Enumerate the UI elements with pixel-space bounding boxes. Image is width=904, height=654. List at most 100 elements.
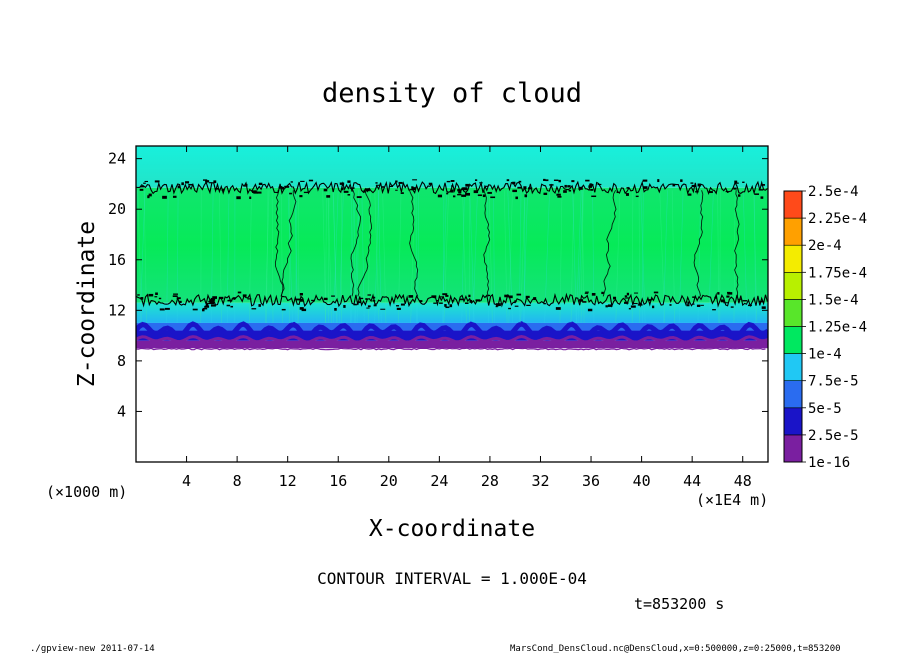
contour-speckle [495,305,498,308]
texture-streak [382,190,387,323]
contour-speckle [543,178,546,181]
contour-speckle [371,296,376,299]
contour-speckle [409,302,412,304]
x-tick-label: 12 [279,472,297,490]
colorbar-label: 2.5e-5 [808,428,859,444]
contour-speckle [642,186,648,189]
contour-speckle [648,299,651,302]
contour-speckle [139,188,144,191]
contour-speckle [526,304,531,307]
contour-speckle [144,180,149,183]
colorbar-label: 2e-4 [808,238,842,254]
contour-speckle [694,191,699,193]
contour-speckle [452,195,456,198]
field-band [136,187,768,303]
contour-speckle [579,299,584,302]
contour-speckle [556,193,561,196]
texture-streak [442,190,447,323]
contour-speckle [714,296,717,299]
contour-speckle [590,188,594,191]
contour-line [136,180,768,195]
contour-speckle [585,291,589,293]
contour-speckle [495,303,501,307]
contour-speckle [545,179,549,182]
footer-left: ./gpview-new 2011-07-14 [30,644,155,654]
contour-speckle [278,186,284,189]
time-stamp: t=853200 s [634,595,724,613]
contour-speckle [300,180,305,182]
contour-speckle [469,299,473,303]
contour-speckle [341,187,344,191]
contour-speckle [720,299,725,303]
contour-speckle [742,300,748,302]
contour-speckle [347,180,351,183]
texture-streak [519,190,522,323]
contour-speckle [737,298,743,300]
contour-speckle [588,185,593,188]
contour-speckle [428,182,433,185]
x-axis-label: X-coordinate [369,516,535,542]
texture-streak [754,190,756,323]
contour-speckle [461,194,467,197]
contour-speckle [733,187,737,190]
contour-speckle [465,192,471,196]
contour-speckle [154,180,160,183]
contour-speckle [395,180,398,183]
texture-streak [415,190,417,323]
texture-streak [508,190,513,323]
x-axis: 4 8 12 16 20 24 28 32 36 40 44 48 [182,146,752,490]
contour-speckle [700,304,704,306]
contour-speckle [445,294,449,297]
contour-speckle [485,185,489,187]
contour-speckle [299,307,304,310]
texture-streak [143,190,147,323]
contour-speckle [140,185,145,188]
contour-speckle [696,304,701,307]
contour-speckle [690,182,694,184]
contour-speckle [632,302,638,305]
contour-speckle [475,299,481,302]
footer-right: MarsCond_DensCloud.nc@DensCloud,x=0:5000… [510,644,841,654]
contour-speckle [450,189,454,193]
texture-streak [339,190,344,323]
texture-streak [294,190,298,323]
contour-speckle [726,295,730,298]
contour-speckle [339,182,345,185]
colorbar-label: 2.25e-4 [808,211,867,227]
y-tick-label: 12 [108,301,126,319]
contour-speckle [209,301,215,305]
colorbar-segment [783,407,803,436]
contour-speckle [365,298,368,300]
contour-filament [350,190,362,297]
contour-speckle [626,292,630,296]
texture-streak [717,190,720,323]
contour-speckle [367,305,371,308]
contour-speckle [202,179,208,181]
contour-speckle [692,303,695,305]
contour-speckle [349,187,355,189]
contour-speckle [165,307,170,310]
texture-streak [397,190,402,323]
contour-speckle [289,192,292,195]
contour-speckle [723,302,729,304]
colorbar-segment [783,299,803,327]
contour-speckle [177,185,181,189]
contour-speckle [343,305,346,308]
colorbar-label: 2.5e-4 [808,184,859,200]
contour-speckle [284,185,290,188]
contour-speckle [357,301,361,304]
contour-speckle [439,302,443,304]
colorbar-segment [783,244,803,273]
x-tick-label: 28 [481,472,499,490]
contour-speckle [231,298,236,300]
contour-speckle [181,182,184,186]
texture-streak [523,190,528,323]
contour-speckle [555,307,561,310]
contour-speckle [208,182,213,184]
texture-streak [333,190,339,323]
contour-speckle [479,182,483,184]
contour-speckle [140,297,144,300]
contour-speckle [408,295,414,298]
texture-streak [367,190,371,323]
chart-title: density of cloud [322,78,582,109]
